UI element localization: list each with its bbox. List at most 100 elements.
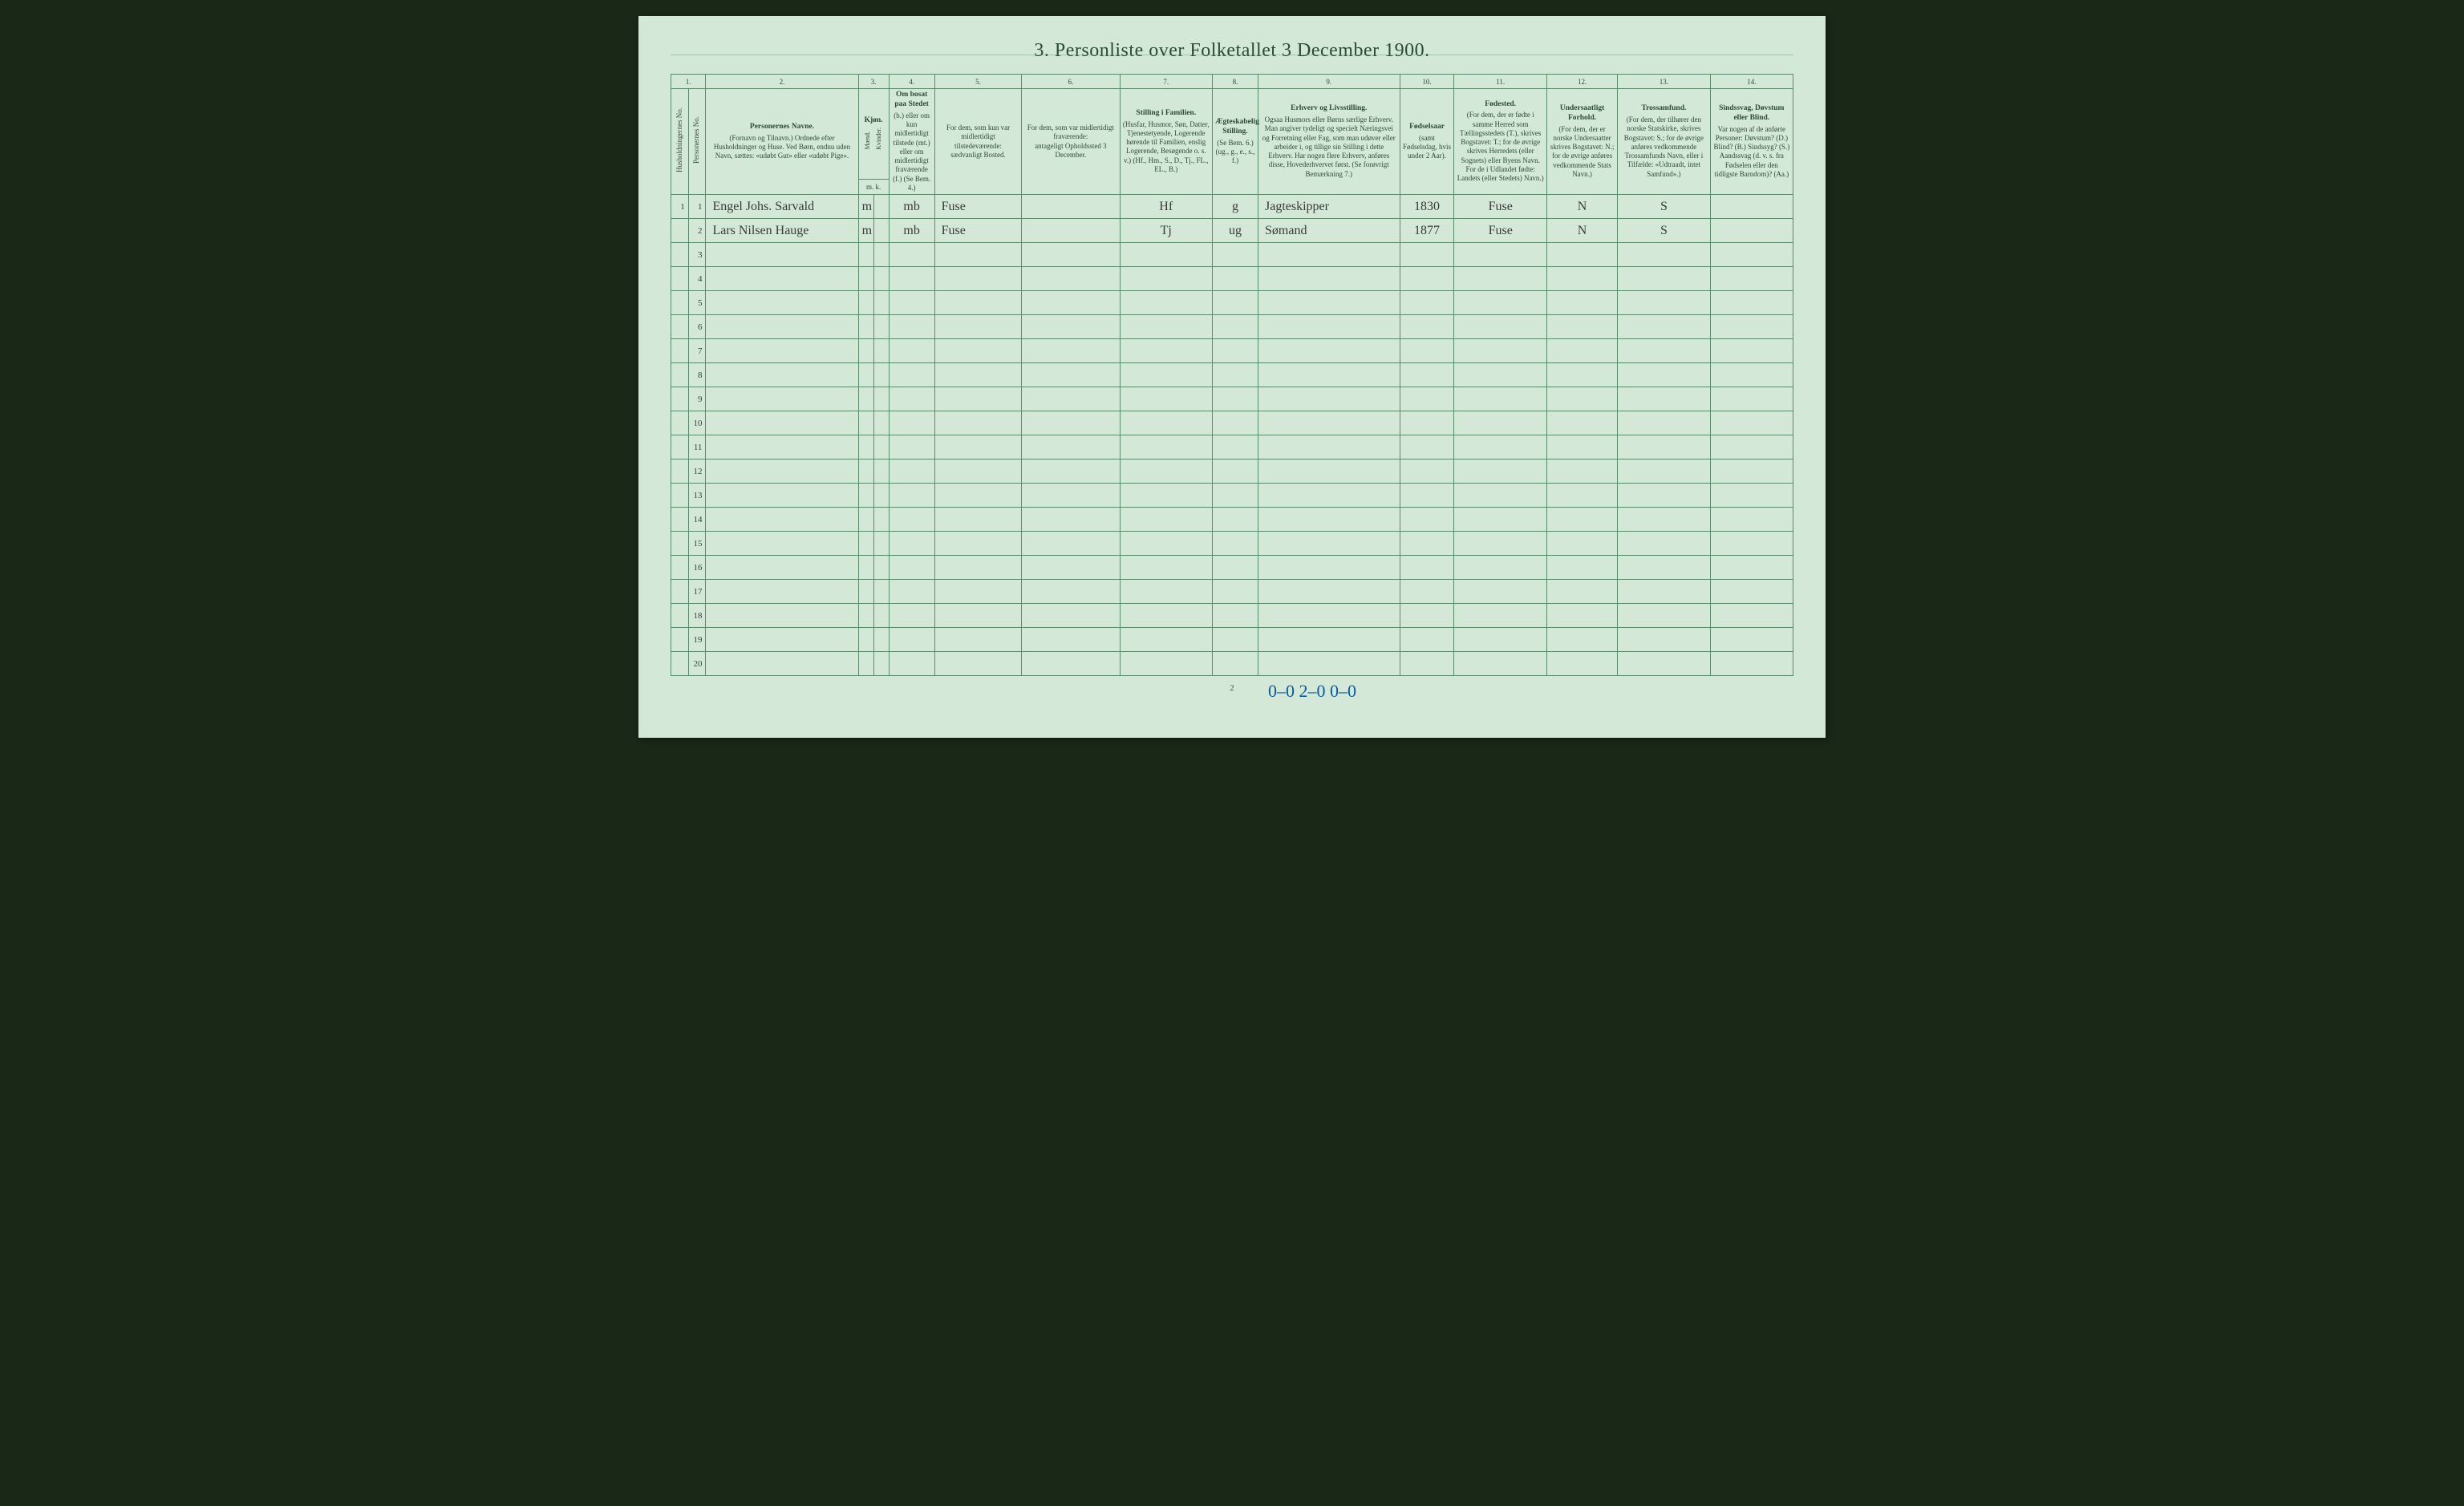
cell xyxy=(1618,291,1710,315)
cell xyxy=(889,243,934,267)
cell xyxy=(873,628,889,652)
cell xyxy=(706,315,858,339)
cell xyxy=(1120,532,1212,556)
cell xyxy=(1212,435,1258,459)
cell xyxy=(934,387,1022,411)
cell: 12 xyxy=(688,459,706,484)
cell: Hf xyxy=(1120,195,1212,219)
cell: 8 xyxy=(688,363,706,387)
cell xyxy=(1212,532,1258,556)
table-row: 4 xyxy=(671,267,1793,291)
cell xyxy=(1400,435,1454,459)
col-sex: Kjøn. Mænd. Kvinder. xyxy=(858,89,889,180)
cell xyxy=(1022,580,1120,604)
cell xyxy=(1618,532,1710,556)
cell xyxy=(873,484,889,508)
colnum-10: 10. xyxy=(1400,75,1454,89)
cell: 10 xyxy=(688,411,706,435)
cell xyxy=(671,243,689,267)
cell xyxy=(858,267,873,291)
cell xyxy=(934,484,1022,508)
cell xyxy=(889,628,934,652)
cell xyxy=(1258,243,1400,267)
cell xyxy=(873,363,889,387)
cell xyxy=(1454,459,1546,484)
cell xyxy=(1454,387,1546,411)
cell xyxy=(1710,387,1793,411)
table-row: 18 xyxy=(671,604,1793,628)
cell xyxy=(1400,411,1454,435)
column-header-row: Husholdningernes No. Personernes No. Per… xyxy=(671,89,1793,180)
table-body: 11Engel Johs. SarvaldmmbFuseHfgJagteskip… xyxy=(671,195,1793,676)
cell xyxy=(1120,411,1212,435)
cell xyxy=(1022,387,1120,411)
cell: Fuse xyxy=(934,219,1022,243)
cell xyxy=(934,459,1022,484)
cell xyxy=(1212,508,1258,532)
cell xyxy=(1212,580,1258,604)
cell xyxy=(671,652,689,676)
cell xyxy=(1454,484,1546,508)
cell xyxy=(873,556,889,580)
cell xyxy=(934,652,1022,676)
table-row: 3 xyxy=(671,243,1793,267)
colnum-9: 9. xyxy=(1258,75,1400,89)
column-number-row: 1. 2. 3. 4. 5. 6. 7. 8. 9. 10. 11. 12. 1… xyxy=(671,75,1793,89)
cell xyxy=(1258,580,1400,604)
cell xyxy=(1258,604,1400,628)
cell xyxy=(934,363,1022,387)
cell xyxy=(671,508,689,532)
cell: 7 xyxy=(688,339,706,363)
cell xyxy=(1022,604,1120,628)
cell xyxy=(934,604,1022,628)
cell xyxy=(934,580,1022,604)
cell xyxy=(1454,339,1546,363)
cell xyxy=(1454,628,1546,652)
cell xyxy=(1400,291,1454,315)
cell: Engel Johs. Sarvald xyxy=(706,195,858,219)
cell xyxy=(1120,580,1212,604)
cell xyxy=(873,459,889,484)
cell xyxy=(1400,459,1454,484)
cell: m xyxy=(858,219,873,243)
cell xyxy=(1258,532,1400,556)
cell xyxy=(1710,532,1793,556)
col-names: Personernes Navne.(Fornavn og Tilnavn.) … xyxy=(706,89,858,195)
cell xyxy=(934,243,1022,267)
cell: mb xyxy=(889,219,934,243)
cell xyxy=(858,604,873,628)
cell xyxy=(706,508,858,532)
cell: Tj xyxy=(1120,219,1212,243)
cell xyxy=(934,315,1022,339)
cell xyxy=(1454,243,1546,267)
cell xyxy=(1400,508,1454,532)
cell xyxy=(1454,291,1546,315)
cell xyxy=(1618,556,1710,580)
table-row: 14 xyxy=(671,508,1793,532)
cell xyxy=(1710,459,1793,484)
cell xyxy=(1710,363,1793,387)
cell xyxy=(858,339,873,363)
cell: Jagteskipper xyxy=(1258,195,1400,219)
cell xyxy=(1618,411,1710,435)
cell xyxy=(1120,315,1212,339)
cell: 4 xyxy=(688,267,706,291)
cell xyxy=(1546,628,1617,652)
cell xyxy=(1120,435,1212,459)
cell xyxy=(1400,580,1454,604)
col-household-no: Husholdningernes No. xyxy=(671,89,689,195)
colnum-2: 2. xyxy=(706,75,858,89)
cell xyxy=(1400,315,1454,339)
cell xyxy=(1710,604,1793,628)
cell xyxy=(1400,628,1454,652)
cell xyxy=(934,435,1022,459)
cell xyxy=(1258,459,1400,484)
cell xyxy=(858,315,873,339)
cell xyxy=(1454,267,1546,291)
cell xyxy=(1120,484,1212,508)
cell xyxy=(873,508,889,532)
cell xyxy=(934,556,1022,580)
cell xyxy=(858,508,873,532)
cell xyxy=(889,291,934,315)
cell xyxy=(1258,315,1400,339)
